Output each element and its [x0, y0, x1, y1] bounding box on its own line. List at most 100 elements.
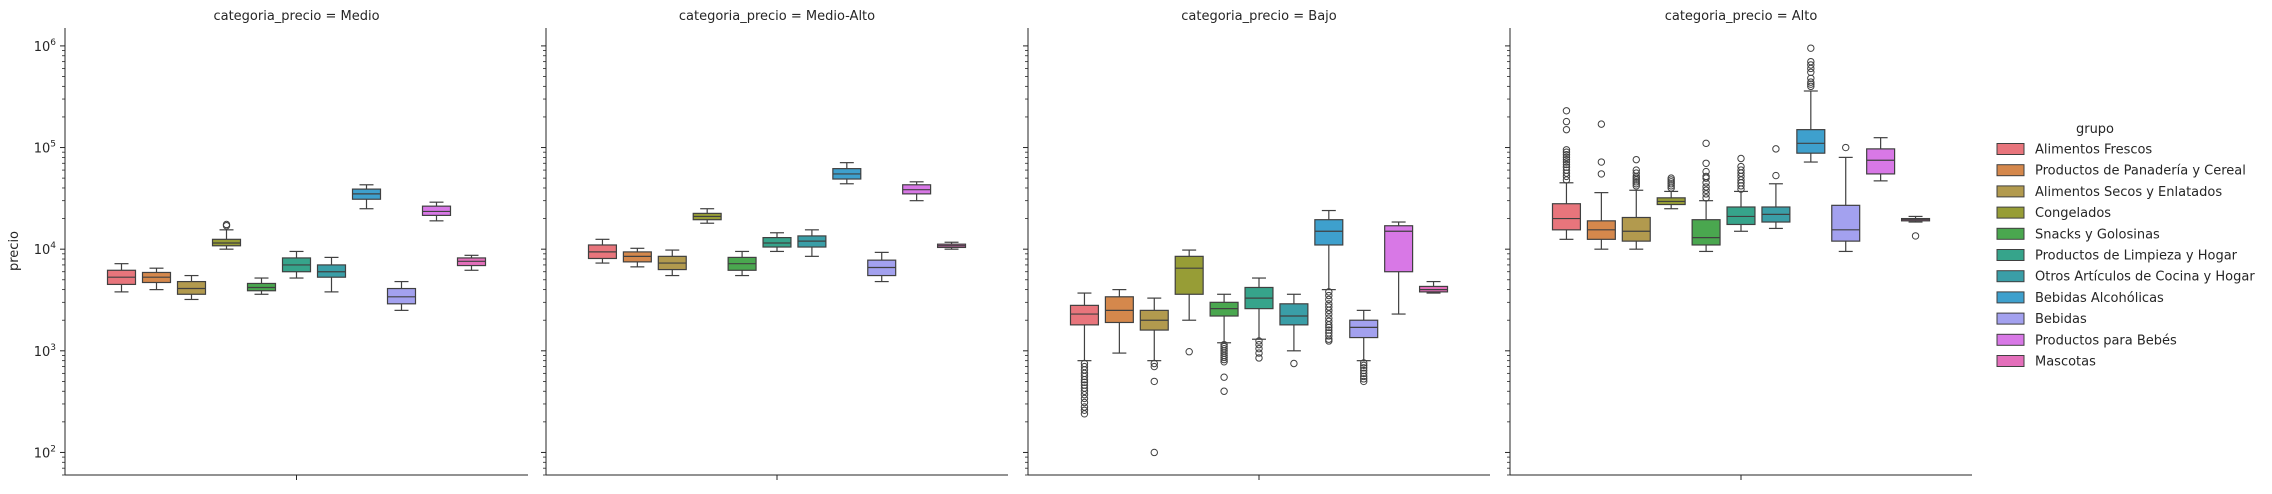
- facet-title: categoria_precio = Medio: [213, 9, 379, 24]
- outlier-point: [1562, 107, 1571, 115]
- iqr-box: [176, 280, 207, 295]
- outlier-point: [222, 220, 231, 229]
- outlier-point: [1702, 172, 1710, 181]
- iqr-box: [1384, 225, 1414, 273]
- box-2: [176, 274, 207, 301]
- legend-label: Mascotas: [2035, 355, 2096, 370]
- box-5: [1244, 277, 1274, 362]
- outlier-point: [1562, 158, 1571, 166]
- box-7: [351, 184, 382, 210]
- outlier-point: [1325, 337, 1333, 345]
- outlier-point: [1562, 153, 1571, 162]
- outlier-point: [1632, 182, 1640, 190]
- outlier-point: [1360, 359, 1368, 367]
- outlier-point: [1667, 180, 1675, 188]
- outlier-point: [1772, 145, 1780, 153]
- outlier-point: [1150, 359, 1158, 368]
- outlier-point: [1290, 359, 1298, 368]
- outlier-point: [1360, 377, 1368, 386]
- outlier-point: [1360, 364, 1368, 372]
- outlier-point: [1807, 78, 1815, 86]
- iqr-box: [1104, 296, 1134, 324]
- legend-label: Otros Artículos de Cocina y Hogar: [2035, 270, 2255, 285]
- box-8: [1349, 309, 1379, 386]
- outlier-point: [1562, 117, 1571, 126]
- box-10: [456, 254, 487, 271]
- box-3: [692, 208, 722, 224]
- outlier-point: [1632, 180, 1640, 188]
- facet-panel-1: categoria_precio = Medio-Alto: [541, 9, 1008, 480]
- outlier-point: [1150, 448, 1158, 457]
- box-7: [1796, 44, 1826, 163]
- box-4: [727, 250, 757, 277]
- outlier-point: [1220, 355, 1228, 364]
- outlier-point: [1562, 151, 1571, 159]
- outlier-point: [1632, 166, 1640, 174]
- outlier-point: [1842, 143, 1850, 152]
- outlier-point: [1360, 366, 1368, 375]
- iqr-box: [316, 264, 347, 278]
- y-tick-label: 106: [34, 38, 57, 55]
- box-4: [1691, 139, 1721, 253]
- box-8: [1831, 143, 1861, 253]
- y-tick-label: 105: [34, 140, 56, 157]
- outlier-point: [1325, 321, 1333, 329]
- outlier-point: [1325, 288, 1333, 296]
- legend: grupo Alimentos Frescos Productos de Panad…: [1996, 122, 2255, 370]
- outlier-point: [1255, 337, 1263, 345]
- y-axis-label: precio: [7, 231, 22, 271]
- box-6: [316, 256, 347, 293]
- box-10: [1900, 215, 1931, 240]
- legend-swatch: [1996, 249, 2025, 261]
- outlier-point: [1080, 387, 1089, 395]
- box-3: [1656, 174, 1686, 210]
- legend-swatch: [1996, 270, 2025, 283]
- legend-swatch: [1996, 185, 2025, 198]
- outlier-point: [1807, 61, 1815, 69]
- outlier-point: [1325, 306, 1333, 315]
- box-2: [657, 249, 687, 277]
- box-4: [246, 277, 277, 295]
- iqr-box: [1069, 304, 1100, 326]
- outlier-point: [1150, 362, 1158, 371]
- outlier-point: [1702, 194, 1710, 202]
- y-tick-label: 103: [34, 343, 56, 360]
- iqr-box: [1551, 203, 1582, 231]
- outlier-point: [1325, 332, 1333, 340]
- box-6: [797, 229, 827, 257]
- iqr-box: [1831, 204, 1861, 242]
- iqr-box: [1349, 319, 1379, 339]
- box-3: [211, 220, 242, 250]
- legend-swatch: [1996, 206, 2025, 219]
- outlier-point: [1255, 354, 1263, 362]
- outlier-point: [1702, 159, 1710, 167]
- outlier-point: [1597, 120, 1606, 128]
- outlier-point: [1220, 373, 1228, 381]
- facet-panel-3: categoria_precio = Alto: [1505, 9, 1972, 480]
- box-9: [1866, 137, 1896, 182]
- legend-label: Productos de Limpieza y Hogar: [2035, 249, 2238, 264]
- outlier-point: [1562, 163, 1571, 171]
- outlier-point: [1080, 398, 1089, 407]
- box-8: [867, 251, 897, 283]
- legend-swatch: [1996, 164, 2025, 177]
- outlier-point: [1737, 162, 1745, 171]
- outlier-point: [1080, 375, 1089, 384]
- box-2: [1621, 155, 1651, 250]
- box-6: [1279, 293, 1309, 368]
- iqr-box: [762, 236, 792, 248]
- outlier-point: [1562, 166, 1571, 174]
- outlier-point: [1325, 310, 1333, 318]
- outlier-point: [1807, 80, 1815, 88]
- outlier-point: [1185, 348, 1193, 356]
- outlier-point: [1080, 372, 1089, 381]
- iqr-box: [1621, 216, 1651, 242]
- outlier-point: [1737, 166, 1745, 174]
- outlier-point: [1702, 139, 1710, 148]
- iqr-box: [1866, 148, 1896, 175]
- outlier-point: [1807, 57, 1815, 66]
- outlier-point: [1325, 291, 1333, 300]
- outlier-point: [1255, 349, 1263, 357]
